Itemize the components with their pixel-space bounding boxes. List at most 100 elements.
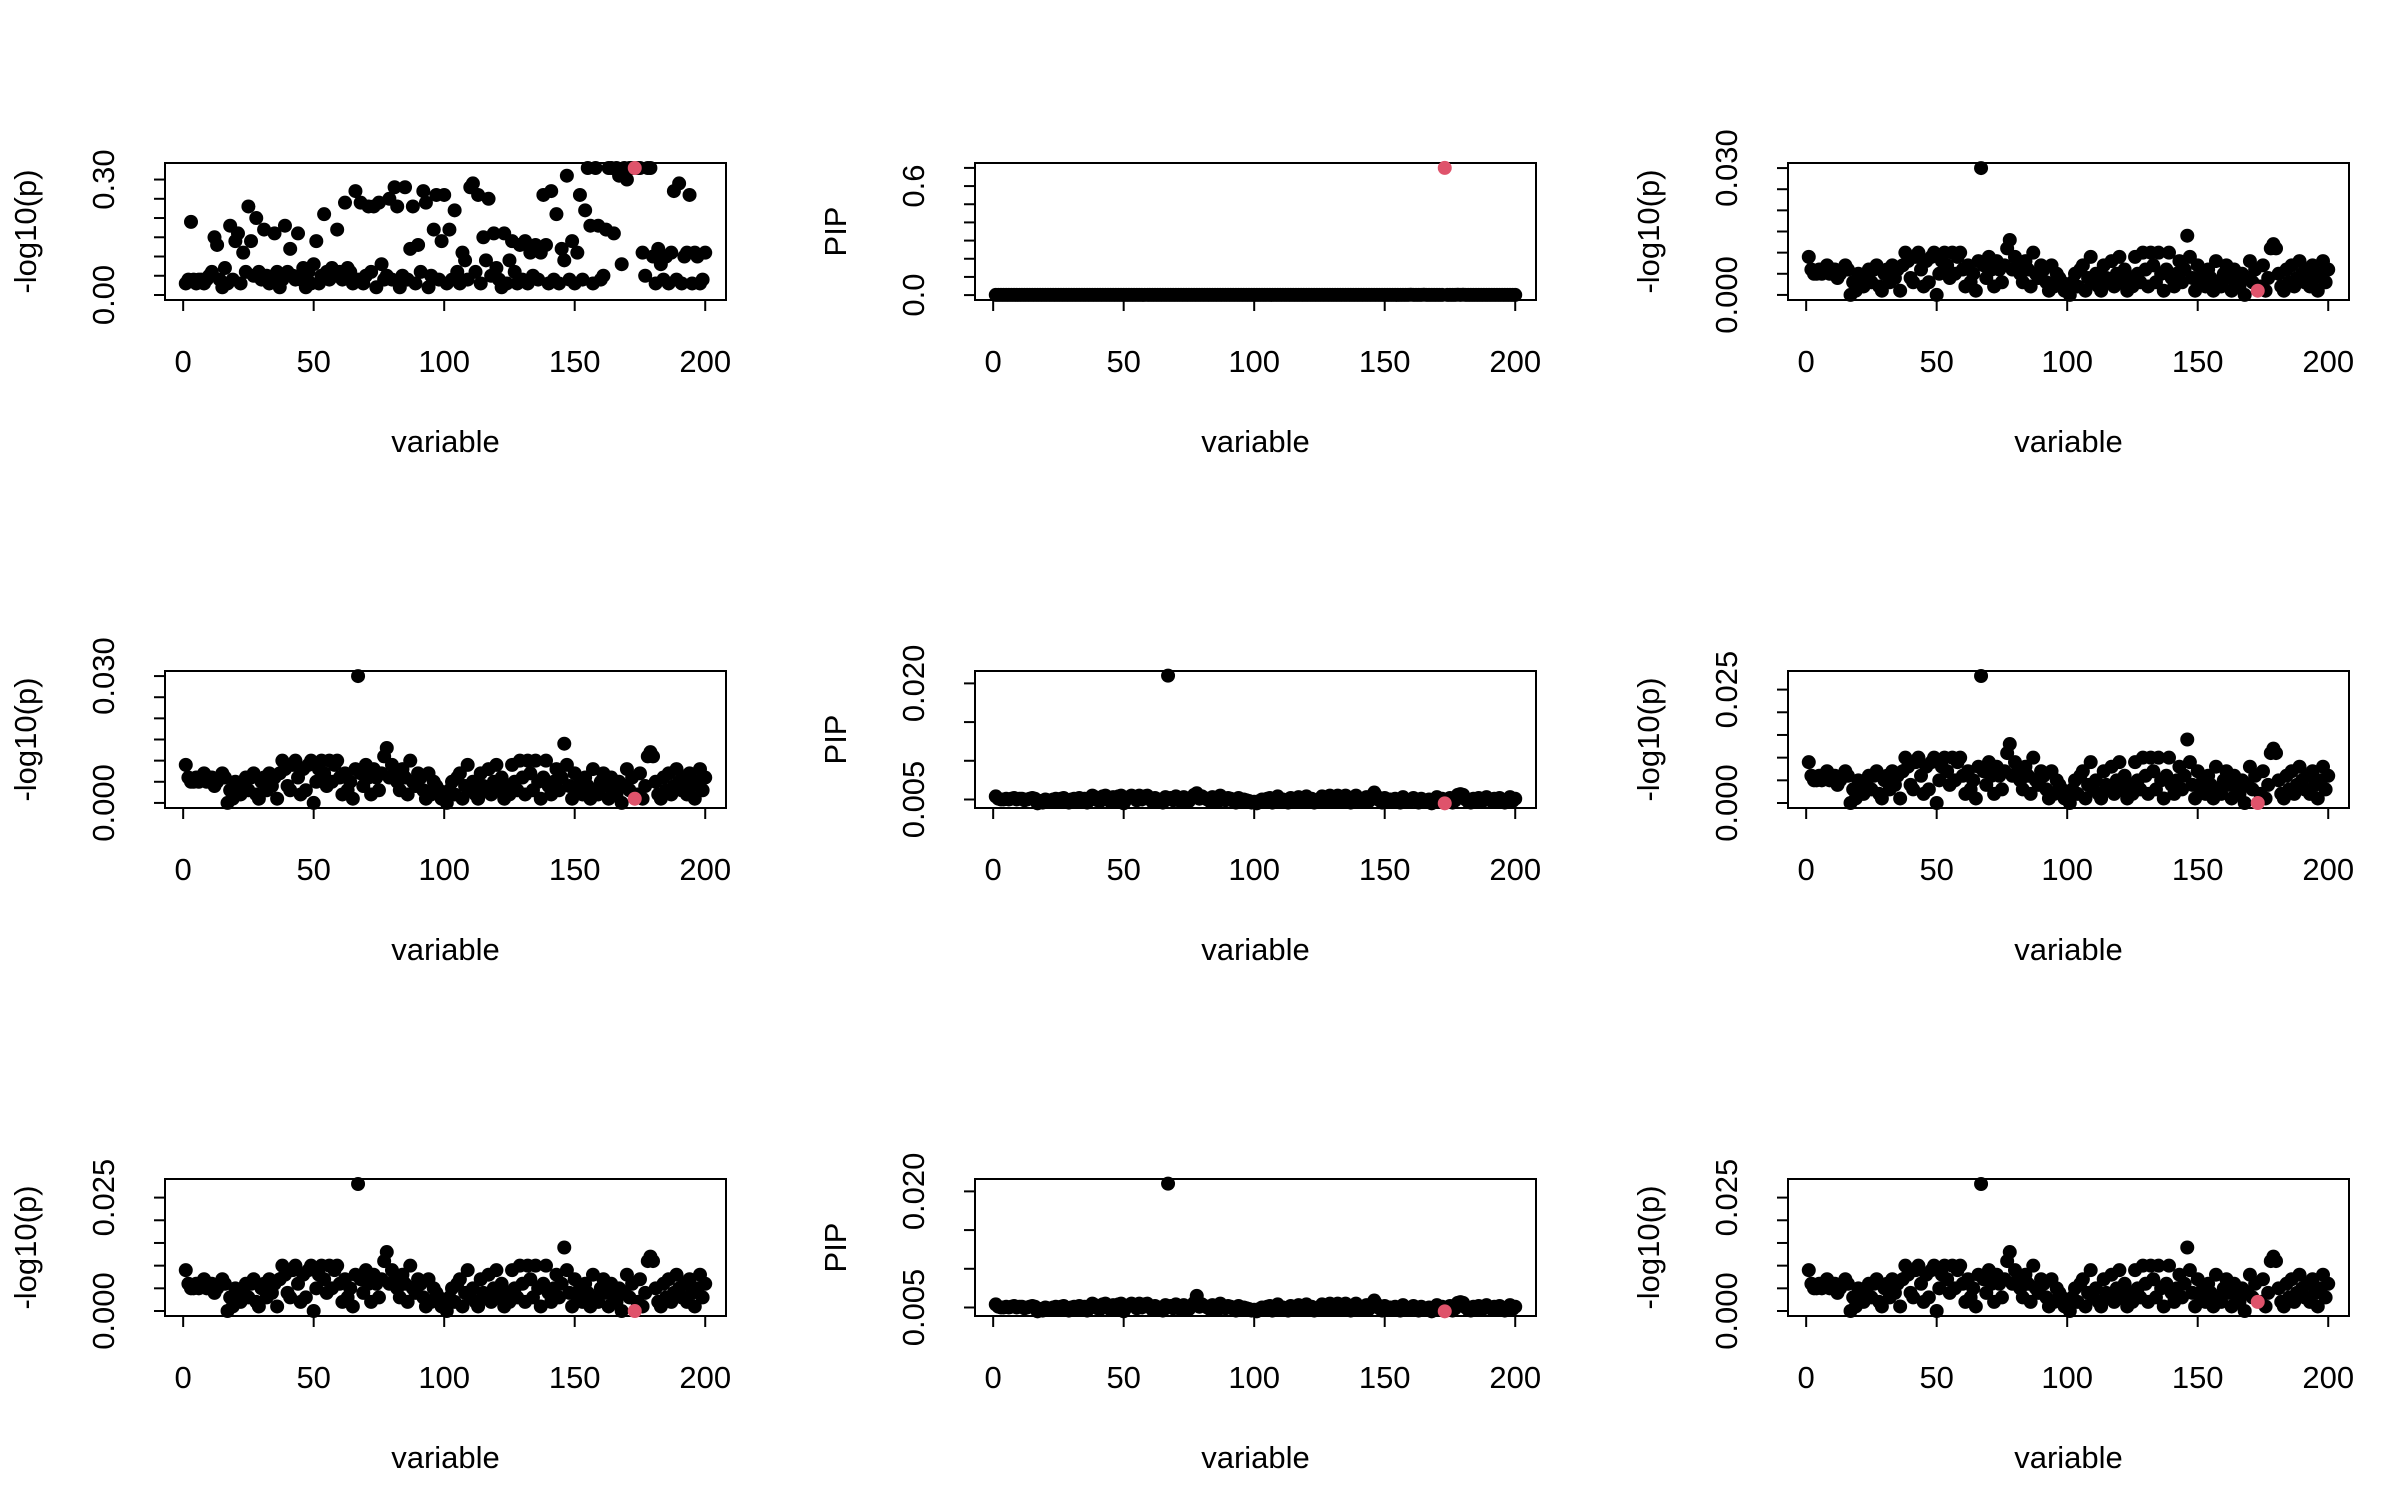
point: [2175, 782, 2190, 797]
point: [674, 276, 689, 291]
point: [210, 237, 225, 252]
y-tick-label: 0.00: [86, 265, 121, 325]
point: [2161, 750, 2176, 765]
point: [528, 1258, 543, 1273]
point: [2078, 791, 2093, 806]
y-tick-label: 0.0: [896, 274, 931, 317]
x-tick-label: 100: [418, 1360, 470, 1395]
point: [1953, 750, 1968, 765]
point: [557, 736, 572, 751]
x-tick-label: 200: [679, 852, 731, 887]
point: [398, 180, 413, 195]
point: [1869, 1272, 1884, 1287]
point: [309, 234, 324, 249]
point: [687, 1299, 702, 1314]
point: [2292, 1267, 2307, 1282]
point: [695, 1290, 710, 1305]
point: [1994, 275, 2009, 290]
point: [2161, 245, 2176, 260]
point: [1893, 791, 1908, 806]
point: [643, 161, 658, 176]
point: [1968, 1299, 1983, 1314]
y-axis-title: -log10(p): [8, 677, 43, 801]
point: [309, 1281, 324, 1296]
x-tick-label: 0: [175, 344, 192, 379]
point: [249, 211, 264, 226]
point: [2237, 1304, 2252, 1319]
point: [434, 234, 449, 249]
point: [1974, 668, 1989, 683]
y-tick-label: 0.020: [896, 645, 931, 723]
point: [2182, 1263, 2197, 1278]
x-axis-title: variable: [1201, 424, 1310, 459]
point: [2255, 1272, 2270, 1287]
point: [544, 184, 559, 199]
point: [533, 1299, 548, 1314]
point: [317, 1272, 332, 1287]
x-tick-label: 0: [985, 344, 1002, 379]
point: [241, 199, 256, 214]
x-tick-label: 150: [2172, 1360, 2224, 1395]
point: [2269, 241, 2284, 256]
point: [619, 172, 634, 187]
point: [1929, 1304, 1944, 1319]
point: [2112, 1263, 2127, 1278]
x-axis-title: variable: [391, 424, 500, 459]
point: [2177, 1276, 2192, 1291]
point: [1508, 287, 1523, 302]
x-axis-title: variable: [391, 932, 500, 967]
x-tick-label: 150: [1359, 344, 1411, 379]
point: [2151, 245, 2166, 260]
point: [465, 1281, 480, 1296]
y-tick-label: 0.000: [1709, 256, 1744, 334]
point: [606, 226, 621, 241]
point: [1929, 796, 1944, 811]
point: [2002, 737, 2017, 752]
y-tick-label: 0.020: [896, 1153, 931, 1231]
point: [1974, 1176, 1989, 1191]
x-tick-label: 0: [175, 1360, 192, 1395]
x-axis-title: variable: [1201, 1440, 1310, 1475]
point: [638, 1285, 653, 1300]
point: [2208, 1267, 2223, 1282]
point: [2023, 1294, 2038, 1309]
y-axis-title: -log10(p): [8, 1185, 43, 1309]
point: [2083, 1263, 2098, 1278]
point: [528, 753, 543, 768]
point: [2321, 262, 2336, 277]
point: [403, 1258, 418, 1273]
point: [552, 1290, 567, 1305]
x-tick-label: 200: [2302, 344, 2354, 379]
point: [2318, 1290, 2333, 1305]
point: [390, 199, 405, 214]
point: [458, 253, 473, 268]
point: [2318, 275, 2333, 290]
y-tick-label: 0.025: [86, 1159, 121, 1237]
point: [233, 276, 248, 291]
point: [1911, 750, 1926, 765]
point: [2062, 796, 2077, 811]
point: [614, 1304, 629, 1319]
point: [450, 264, 465, 279]
point: [1927, 1258, 1942, 1273]
point: [230, 226, 245, 241]
point: [1966, 266, 1981, 281]
y-tick-label: 0.025: [1709, 1159, 1744, 1237]
y-tick-label: 0.000: [1709, 1272, 1744, 1350]
point: [2083, 755, 2098, 770]
point: [570, 245, 585, 260]
point: [473, 276, 488, 291]
point: [343, 1281, 358, 1296]
point: [471, 1299, 486, 1314]
point: [1161, 1176, 1176, 1191]
point: [283, 1290, 298, 1305]
point: [1929, 287, 1944, 302]
point: [439, 1304, 454, 1319]
point: [2250, 1294, 2265, 1309]
point: [627, 1304, 642, 1319]
point: [554, 241, 569, 256]
point: [217, 1276, 232, 1291]
point: [2261, 777, 2276, 792]
y-axis-title: PIP: [818, 207, 853, 257]
point: [489, 757, 504, 772]
